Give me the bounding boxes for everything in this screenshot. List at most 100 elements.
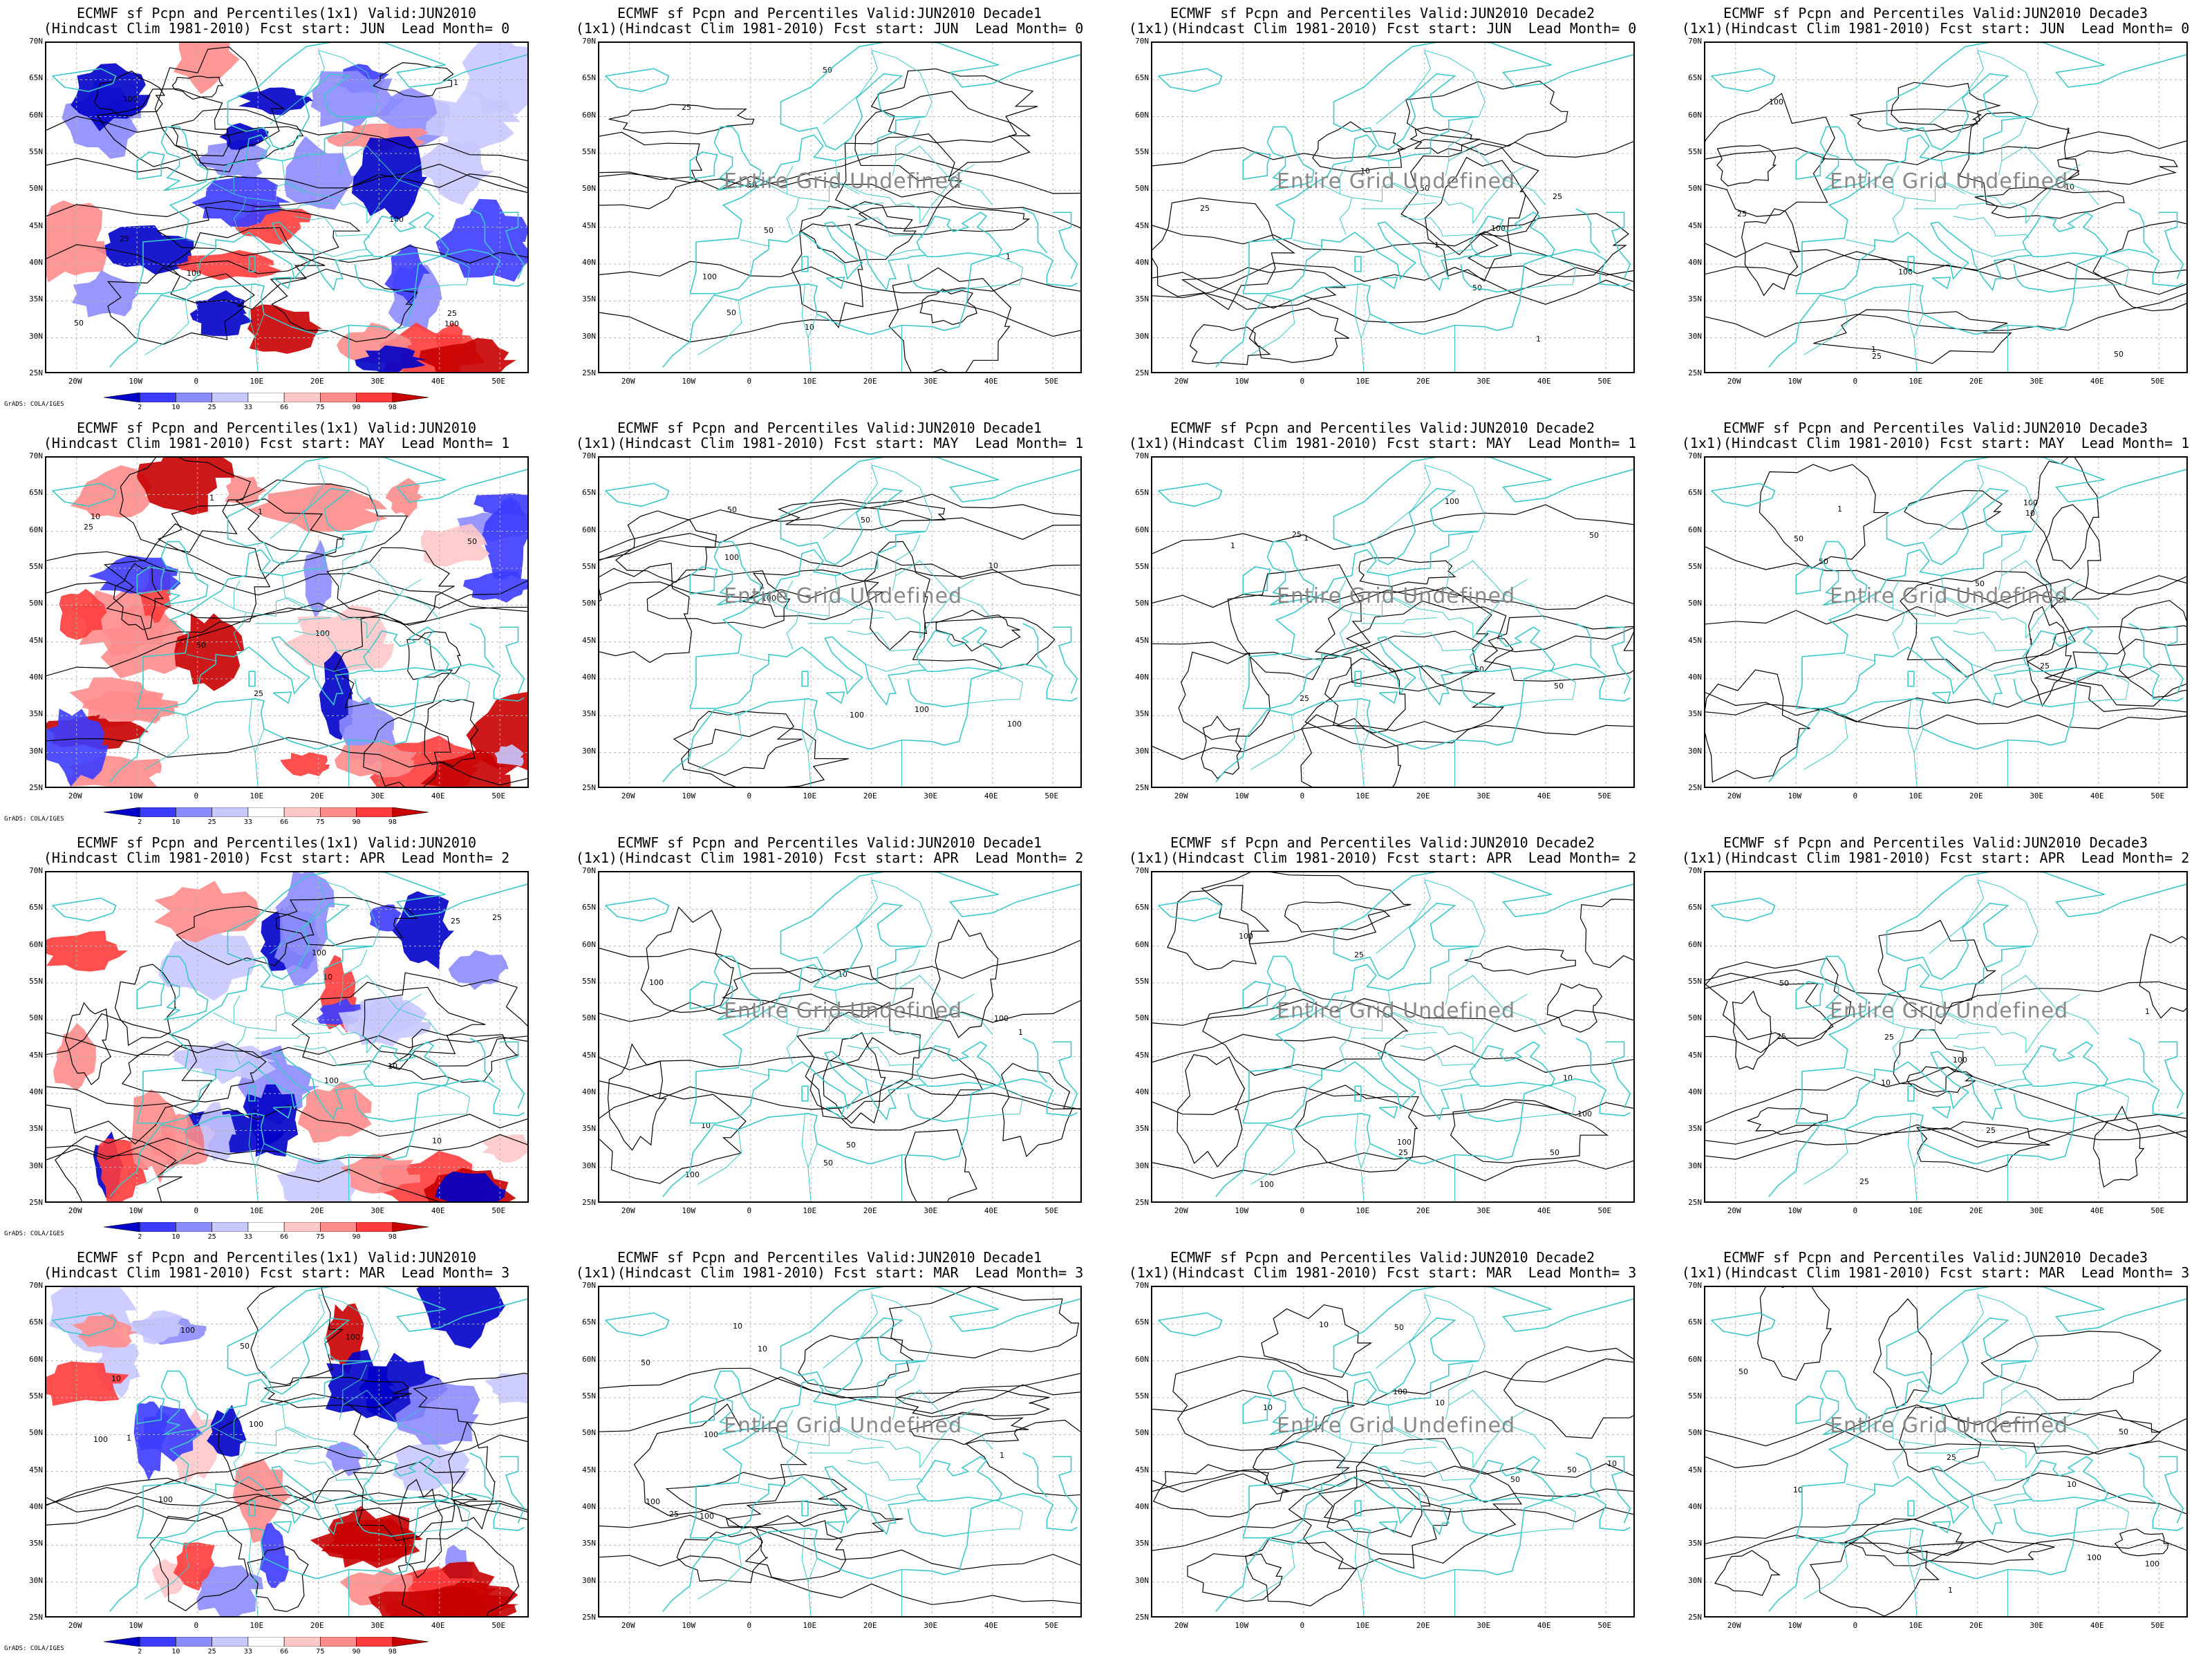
colorbar-segment: [176, 807, 212, 817]
latitude-label: 25N: [582, 368, 596, 377]
country-borders: [697, 50, 1024, 372]
latitude-label: 30N: [29, 331, 43, 341]
longitude-label: 20W: [1174, 791, 1188, 800]
latitude-label: 25N: [29, 1198, 43, 1207]
svg-text:100: 100: [2145, 1559, 2159, 1568]
latitude-label: 25N: [582, 1198, 596, 1207]
longitude-label: 40E: [431, 1206, 445, 1215]
longitude-label: 40E: [984, 791, 998, 800]
latitude-label: 45N: [582, 1465, 596, 1474]
colorbar-label: 10: [171, 404, 180, 411]
latitude-label: 65N: [1135, 488, 1149, 498]
longitude-label: 40E: [1537, 1621, 1551, 1630]
map-title: ECMWF sf Pcpn and Percentiles Valid:JUN2…: [1723, 834, 2148, 851]
longitude-label: 30E: [2030, 377, 2044, 386]
svg-text:50: 50: [1975, 579, 1985, 588]
latitude-label: 70N: [582, 866, 596, 875]
latitude-label: 40N: [29, 1087, 43, 1096]
precip-contours: [46, 46, 527, 345]
svg-text:100: 100: [1953, 1056, 1967, 1065]
longitude-label: 50E: [491, 791, 506, 800]
colorbar-label: 66: [280, 818, 289, 826]
latitude-label: 30N: [29, 746, 43, 756]
latitude-label: 70N: [1688, 451, 1702, 460]
svg-text:1: 1: [1434, 241, 1439, 250]
decadal-percentile-map: ECMWF sf Pcpn and Percentiles Valid:JUN2…: [1106, 1244, 1659, 1659]
colorbar-segment: [212, 1222, 249, 1232]
svg-text:100: 100: [1445, 497, 1459, 506]
svg-text:25: 25: [1986, 1126, 1996, 1135]
longitude-label: 0: [1853, 1206, 1858, 1215]
svg-text:10: 10: [2067, 1480, 2077, 1489]
svg-text:50: 50: [823, 66, 832, 75]
longitude-label: 20E: [1969, 1621, 1983, 1630]
coastlines: [1711, 43, 2186, 368]
latitude-label: 60N: [582, 939, 596, 949]
longitude-label: 10W: [1788, 1206, 1802, 1215]
svg-text:100: 100: [1577, 1109, 1592, 1118]
latitude-label: 35N: [1135, 294, 1149, 304]
contour-labels: 100 50 100 100 1 100 100 10: [93, 1326, 360, 1504]
colorbar-label: 10: [171, 1648, 180, 1656]
svg-text:100: 100: [850, 711, 864, 720]
country-borders: [144, 1294, 471, 1616]
latitude-label: 70N: [1135, 37, 1149, 46]
contour-labels: 10 100 100 25 10 50 1 100: [641, 1322, 1004, 1521]
latitude-label: 45N: [1135, 221, 1149, 230]
latitude-label: 50N: [29, 1428, 43, 1438]
svg-text:100: 100: [123, 95, 138, 104]
longitude-label: 20W: [1727, 377, 1741, 386]
latitude-label: 30N: [1688, 1575, 1702, 1585]
latitude-label: 55N: [29, 562, 43, 571]
latitude-label: 35N: [29, 1539, 43, 1548]
latitude-label: 25N: [29, 1613, 43, 1622]
precip-contours: [599, 68, 1080, 372]
graticule: [599, 1287, 1080, 1616]
svg-text:10: 10: [805, 323, 814, 332]
colorbar-label: 2: [138, 1233, 142, 1241]
latitude-label: 40N: [582, 1502, 596, 1511]
longitude-label: 20E: [863, 377, 877, 386]
precip-contours: [1152, 872, 1633, 1181]
colorbar: [104, 807, 429, 817]
longitude-label: 40E: [1537, 377, 1551, 386]
latitude-label: 30N: [1135, 1575, 1149, 1585]
latitude-label: 65N: [29, 73, 43, 83]
svg-text:10: 10: [91, 512, 100, 521]
graticule: [1152, 1287, 1633, 1616]
latitude-label: 25N: [1135, 1198, 1149, 1207]
latitude-label: 65N: [582, 1318, 596, 1327]
svg-text:50: 50: [1510, 1475, 1520, 1484]
undefined-grid-notice: Entire Grid Undefined: [1277, 584, 1515, 608]
contour-labels: 50 50 1 1 10 100 25 25: [84, 494, 477, 698]
undefined-grid-notice: Entire Grid Undefined: [1830, 169, 2068, 194]
map-subtitle: (1x1)(Hindcast Clim 1981-2010) Fcst star…: [575, 20, 1084, 37]
latitude-label: 35N: [29, 709, 43, 719]
longitude-label: 50E: [2150, 791, 2165, 800]
svg-text:10: 10: [1881, 1078, 1891, 1087]
longitude-label: 20W: [1727, 1621, 1741, 1630]
map-frame: 50 25 100 25 25 25 1 10 Entire Grid Undefined: [1704, 871, 2188, 1203]
latitude-label: 70N: [582, 451, 596, 460]
latitude-label: 60N: [29, 939, 43, 949]
svg-text:25: 25: [1947, 1453, 1956, 1462]
percentile-shading: [46, 458, 527, 787]
colorbar-segment: [320, 393, 357, 402]
colorbar-label: 25: [207, 1233, 216, 1241]
latitude-label: 30N: [1135, 331, 1149, 341]
country-borders: [697, 1294, 1024, 1616]
longitude-label: 10W: [129, 1621, 143, 1630]
latitude-label: 40N: [1135, 1502, 1149, 1511]
colorbar-label: 98: [388, 1648, 397, 1656]
latitude-label: 70N: [582, 37, 596, 46]
colorbar-label: 75: [316, 1233, 325, 1241]
latitude-label: 40N: [29, 1502, 43, 1511]
latitude-label: 55N: [582, 562, 596, 571]
latitude-label: 45N: [1135, 1050, 1149, 1060]
colorbar-segment: [139, 1637, 176, 1647]
colorbar-segment: [356, 393, 393, 402]
map-title: ECMWF sf Pcpn and Percentiles Valid:JUN2…: [617, 834, 1042, 851]
colorbar-label: 75: [316, 1648, 325, 1656]
colorbar-segment: [139, 393, 176, 402]
